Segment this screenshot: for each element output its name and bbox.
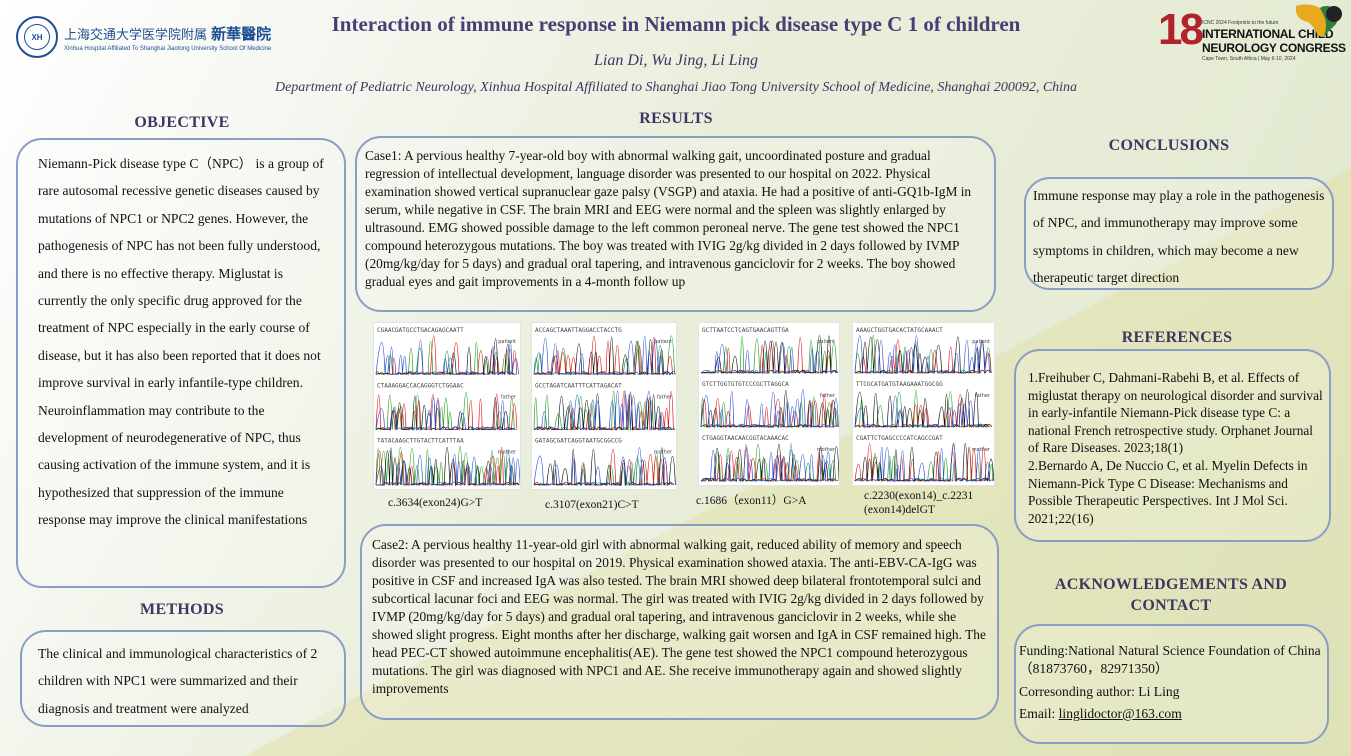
svg-text:GCCTAGATCAATTTCATTAGACAT: GCCTAGATCAATTTCATTAGACAT — [535, 382, 622, 389]
sequencing-figure-1: CGAACGATGCCTGACAGAGCAATT patient CTAAAGGAC… — [373, 322, 521, 490]
sample-label: father — [501, 394, 517, 400]
case2-text: Case2: A pervious healthy 11-year-old gi… — [372, 537, 986, 696]
trace-0 — [700, 443, 837, 483]
acknowledgements-box: Funding:National Natural Science Foundat… — [1014, 624, 1329, 744]
trace-3 — [533, 390, 674, 431]
figure-4-caption: c.2230(exon14)_c.2231 (exon14)delGT — [864, 490, 974, 516]
trace-2 — [533, 337, 674, 376]
congress-location: Cape Town, South Africa | May 6-10, 2024 — [1202, 56, 1296, 62]
congress-logo: 18 ICNC 2024 Footprints to the future IN… — [1158, 2, 1346, 66]
acknowledgements-heading: ACKNOWLEDGEMENTS AND CONTACT — [1054, 576, 1288, 614]
methods-box: The clinical and immunological character… — [20, 630, 346, 727]
svg-text:TATACAAGCTTGTACTTCATTTAA: TATACAAGCTTGTACTTCATTTAA — [377, 438, 464, 445]
case2-box: Case2: A pervious healthy 11-year-old gi… — [360, 524, 999, 720]
sample-label: patient — [654, 339, 672, 345]
trace-3 — [533, 335, 676, 376]
trace-3 — [375, 449, 520, 487]
trace-2 — [376, 447, 520, 487]
trace-3 — [533, 447, 674, 487]
corresponding-author: Corresonding author: Li Ling — [1019, 684, 1180, 699]
sample-label: mother — [972, 447, 991, 453]
trace-1 — [375, 447, 520, 487]
trace-0 — [533, 390, 673, 431]
trace-2 — [854, 389, 989, 429]
conclusions-text: Immune response may play a role in the p… — [1033, 188, 1325, 286]
sample-label: patient — [817, 339, 835, 345]
figure-3-caption: c.1686（exon11）G>A — [696, 495, 807, 507]
svg-text:CGAACGATGCCTGACAGAGCAATT: CGAACGATGCCTGACAGAGCAATT — [377, 327, 464, 334]
reference-2: 2.Bernardo A, De Nuccio C, et al. Myelin… — [1028, 457, 1308, 526]
congress-name-line1: INTERNATIONAL CHILD — [1202, 27, 1334, 41]
trace-3 — [700, 342, 839, 375]
funding-text: Funding:National Natural Science Foundat… — [1019, 643, 1321, 676]
trace-3 — [700, 389, 839, 429]
svg-text:AAAGCTGGTGACACTATGCAAACT: AAAGCTGGTGACACTATGCAAACT — [856, 327, 943, 334]
sample-label: father — [975, 393, 991, 399]
trace-1 — [375, 393, 518, 431]
congress-number: 18 — [1158, 5, 1204, 54]
hospital-name-en: Xinhua Hospital Affiliated To Shanghai J… — [64, 45, 272, 52]
case1-text: Case1: A pervious healthy 7-year-old boy… — [365, 148, 972, 289]
trace-2 — [533, 391, 676, 431]
sample-label: father — [820, 393, 836, 399]
authors: Lian Di, Wu Jing, Li Ling — [593, 52, 759, 69]
trace-3 — [375, 339, 519, 376]
email-line: Email: linglidoctor@163.com — [1019, 706, 1182, 721]
conclusions-heading: CONCLUSIONS — [1108, 137, 1230, 154]
methods-heading: METHODS — [140, 601, 224, 618]
email-link[interactable]: linglidoctor@163.com — [1058, 706, 1182, 721]
sample-label: patient — [498, 339, 516, 345]
hospital-logo: XH 上海交通大学医学院附属 新華醫院 Xinhua Hospital Affi… — [16, 14, 276, 60]
reference-1: 1.Freihuber C, Dahmani-Rabehi B, et al. … — [1028, 370, 1323, 456]
sequencing-figure-2: ACCAGCTAAATTAGGACCTACCTG patient GCCTAGATC… — [531, 322, 677, 490]
trace-1 — [854, 443, 991, 483]
figure-1-caption: c.3634(exon24)G>T — [388, 497, 483, 509]
case1-box: Case1: A pervious healthy 7-year-old boy… — [355, 136, 996, 312]
results-heading: RESULTS — [639, 110, 713, 127]
svg-text:GCTTAATCCTCAGTGAACAGTTGA: GCTTAATCCTCAGTGAACAGTTGA — [702, 327, 789, 334]
trace-1 — [533, 448, 675, 487]
trace-0 — [854, 335, 992, 375]
seal-text: XH — [24, 24, 50, 50]
trace-0 — [375, 340, 517, 376]
svg-text:GTCTTGGTGTGTCCCGCTTAGGCA: GTCTTGGTGTGTCCCGCTTAGGCA — [702, 381, 789, 388]
objective-heading: OBJECTIVE — [134, 114, 230, 131]
africa-figure-icon — [1296, 4, 1342, 37]
conclusions-box: Immune response may play a role in the p… — [1024, 177, 1334, 290]
svg-text:CTAAAGGACCACAGGGTCTGGAAC: CTAAAGGACCACAGGGTCTGGAAC — [377, 382, 464, 389]
trace-3 — [375, 397, 517, 431]
objective-text: Niemann-Pick disease type C（NPC） is a gr… — [38, 156, 324, 528]
trace-1 — [533, 336, 673, 376]
svg-text:CTGAGGTAACAACGGTACAAACAC: CTGAGGTAACAACGGTACAAACAC — [702, 435, 789, 442]
hospital-seal-icon: XH — [16, 16, 58, 58]
references-heading: REFERENCES — [1121, 329, 1233, 346]
methods-text: The clinical and immunological character… — [38, 646, 318, 716]
trace-2 — [854, 443, 994, 483]
objective-box: Niemann-Pick disease type C（NPC） is a gr… — [16, 138, 346, 588]
hospital-name-cn: 上海交通大学医学院附属 新華醫院 — [64, 24, 272, 43]
congress-name-line2: NEUROLOGY CONGRESS — [1202, 41, 1346, 55]
sample-label: mother — [817, 447, 836, 453]
trace-3 — [700, 444, 837, 483]
svg-text:GATAGCGATCAGGTAATGCGGCCG: GATAGCGATCAGGTAATGCGGCCG — [535, 438, 622, 445]
trace-2 — [700, 335, 837, 375]
svg-text:CGATTCTGAGCCCCATCAGCCGAT: CGATTCTGAGCCCCATCAGCCGAT — [856, 435, 943, 442]
references-box: 1.Freihuber C, Dahmani-Rabehi B, et al. … — [1014, 349, 1331, 542]
trace-3 — [854, 395, 991, 429]
sample-label: mother — [654, 450, 673, 456]
trace-1 — [375, 335, 518, 376]
sample-label: father — [657, 394, 673, 400]
trace-3 — [854, 444, 994, 483]
svg-text:ACCAGCTAAATTAGGACCTACCTG: ACCAGCTAAATTAGGACCTACCTG — [535, 327, 622, 334]
sequencing-figure-4: AAAGCTGGTGACACTATGCAAACT patient TTCGCATGA… — [852, 322, 995, 486]
congress-tagline: ICNC 2024 Footprints to the future — [1202, 20, 1279, 26]
poster-title: Interaction of immune response in Nieman… — [331, 12, 1021, 36]
svg-text:TTCGCATGATGTAAGAAATGGCGG: TTCGCATGATGTAAGAAATGGCGG — [856, 381, 943, 388]
affiliation: Department of Pediatric Neurology, Xinhu… — [274, 80, 1078, 95]
sequencing-figure-3: GCTTAATCCTCAGTGAACAGTTGA patient GTCTTGGTG… — [698, 322, 840, 486]
trace-3 — [854, 335, 990, 375]
figure-2-caption: c.3107(exon21)C>T — [545, 499, 639, 511]
